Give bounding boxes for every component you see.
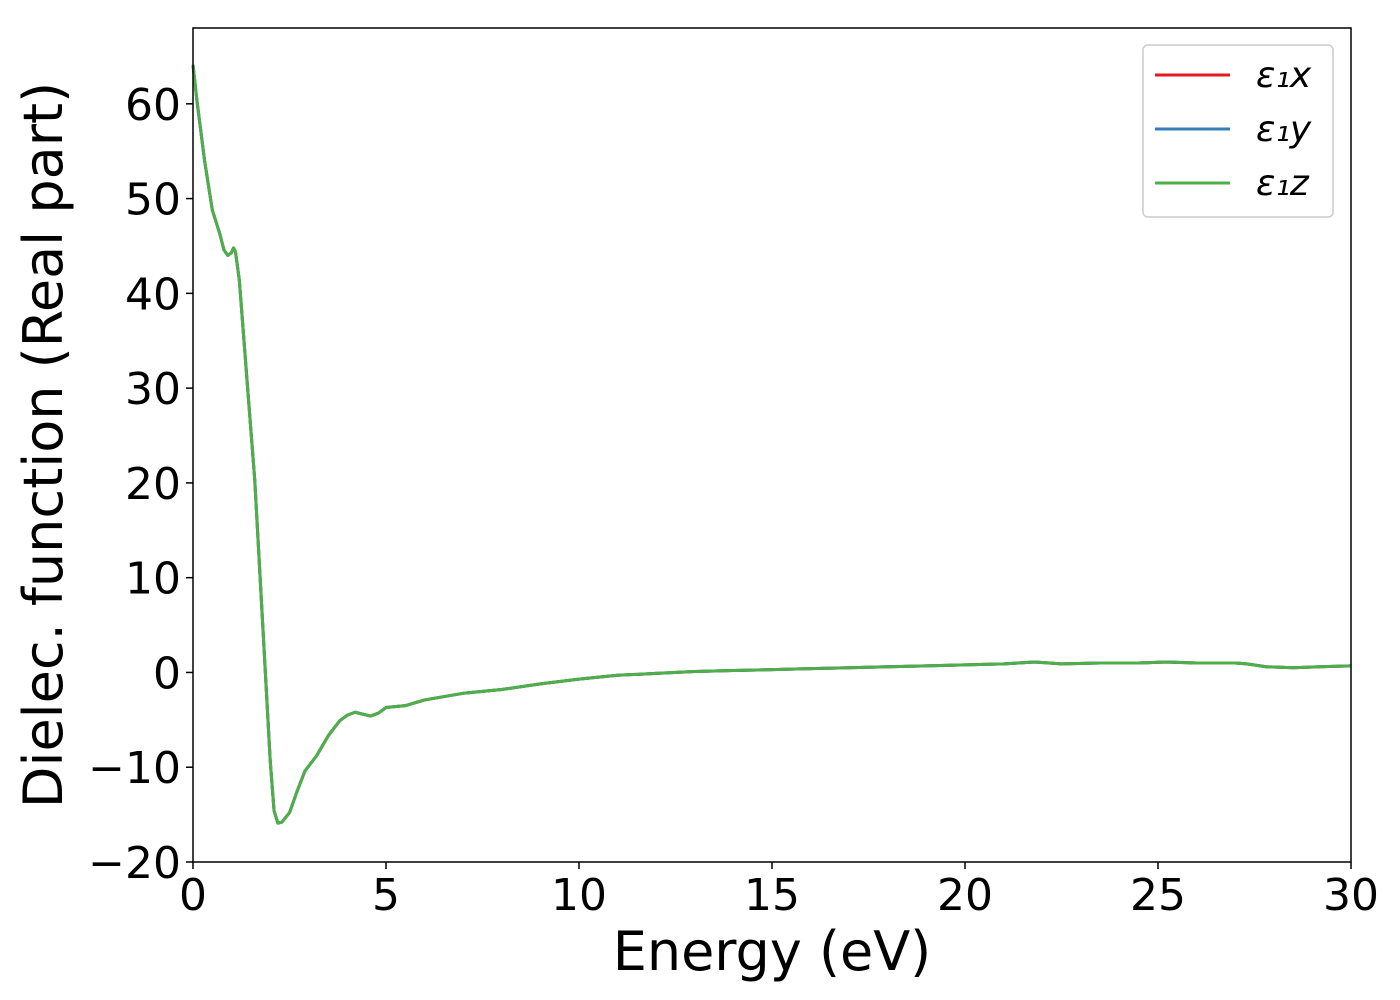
x-tick-label: 20 — [937, 870, 993, 921]
y-tick-label: 10 — [125, 554, 181, 605]
y-tick-label: 50 — [125, 175, 181, 226]
legend-box — [1142, 44, 1334, 218]
plot-frame — [192, 27, 1352, 863]
y-tick-label: −10 — [88, 743, 181, 794]
y-axis-label: Dielec. function (Real part) — [12, 82, 75, 808]
x-tick-label: 25 — [1130, 870, 1186, 921]
x-tick-label: 0 — [179, 870, 207, 921]
x-tick-label: 10 — [551, 870, 607, 921]
x-tick-label: 5 — [372, 870, 400, 921]
y-tick-label: 20 — [125, 459, 181, 510]
legend-label: ε₁x — [1256, 55, 1312, 96]
data-line — [191, 64, 1352, 825]
x-tick-label: 30 — [1323, 870, 1379, 921]
x-tick-label: 15 — [744, 870, 800, 921]
y-tick-label: 30 — [125, 364, 181, 415]
y-tick-label: 40 — [125, 269, 181, 320]
legend-label: ε₁z — [1256, 163, 1310, 204]
y-tick-label: 60 — [125, 80, 181, 131]
y-tick-label: −20 — [88, 838, 181, 889]
y-tick-label: 0 — [153, 648, 181, 699]
legend-label: ε₁y — [1256, 109, 1312, 150]
x-axis-label: Energy (eV) — [613, 920, 932, 983]
